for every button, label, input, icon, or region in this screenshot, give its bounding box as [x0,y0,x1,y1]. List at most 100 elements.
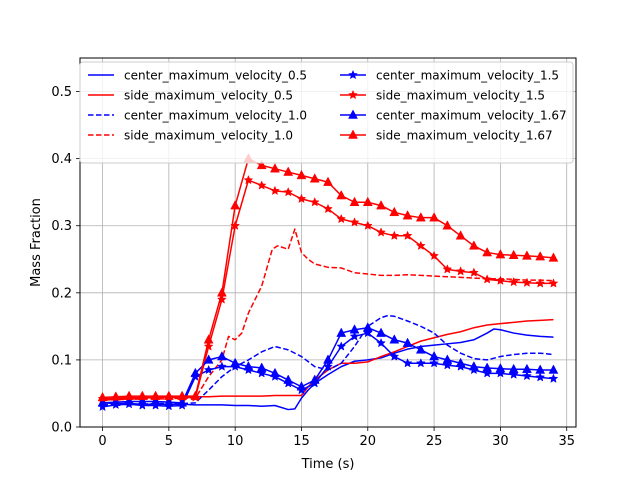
data-point [270,185,280,196]
legend-label: side_maximum_velocity_1.67 [376,129,553,143]
plot-frame [79,57,577,428]
data-point [203,354,214,364]
y-tick-label: 0.1 [51,353,72,368]
data-point [150,390,161,400]
data-point [256,159,267,170]
data-point [548,278,559,288]
data-point [376,200,386,210]
x-tick-label: 25 [426,434,443,449]
y-tick-label: 0.5 [51,85,72,100]
data-point [283,187,294,197]
data-point [163,390,174,400]
data-point [256,368,267,378]
data-point [349,217,360,227]
data-point [190,390,201,400]
data-point [402,358,413,368]
legend-label: center_maximum_velocity_1.0 [124,109,307,123]
data-point [336,190,347,200]
data-point [535,278,546,288]
legend-item: center_maximum_velocity_1.5 [340,69,559,83]
data-point [177,397,188,407]
data-point [455,230,466,240]
data-point [442,360,453,370]
series-side_maximum_velocity_1.0 [102,228,554,401]
data-point [323,176,333,186]
data-point [548,364,559,374]
data-point [124,390,134,400]
data-point [349,331,360,341]
legend-box [79,61,574,164]
data-point [455,266,466,276]
data-point [362,322,373,332]
x-tick-label: 15 [293,434,310,449]
data-point [270,367,280,378]
legend-item: side_maximum_velocity_0.5 [88,89,293,103]
data-point [283,166,294,176]
data-point [402,210,413,220]
data-point [402,230,413,240]
series-line [102,228,554,401]
data-point [415,358,426,368]
data-point [442,264,453,274]
series-side_maximum_velocity_1.67 [97,153,559,402]
data-point [336,327,347,337]
data-point [362,327,373,338]
x-axis-label: Time (s) [301,457,355,472]
legend-marker [348,69,358,80]
legend-label: center_maximum_velocity_1.67 [376,109,567,123]
data-point [376,227,386,237]
data-point [482,274,493,284]
data-point [402,337,413,347]
data-point [336,213,347,224]
legend-label: side_maximum_velocity_1.5 [376,89,545,103]
data-point [522,250,532,260]
data-point [455,357,466,368]
legend-label: center_maximum_velocity_1.5 [376,69,559,83]
data-point [323,203,333,214]
data-point [256,180,267,190]
data-point [535,372,546,382]
data-point [508,363,519,374]
data-point [522,277,532,287]
data-point [429,250,440,261]
data-point [190,367,201,378]
data-point [137,390,148,400]
data-point [522,370,532,381]
data-point [309,374,320,384]
data-point [415,240,426,251]
data-point [548,252,559,262]
legend-marker [348,109,358,119]
data-point [309,173,320,183]
data-point [230,357,241,368]
x-tick-label: 0 [98,434,106,449]
data-point [203,364,214,375]
data-point [309,197,320,207]
data-point [137,395,148,406]
legend-item: center_maximum_velocity_1.67 [340,109,567,123]
plot-series [97,153,559,412]
data-point [216,351,227,361]
legend-label: side_maximum_velocity_1.0 [124,129,293,143]
data-point [429,358,440,368]
data-point [548,373,559,383]
data-point [468,240,479,250]
data-point [482,247,493,257]
data-point [468,267,479,277]
x-tick-label: 10 [227,434,244,449]
data-point [150,395,161,406]
data-point [389,334,400,344]
data-point [296,169,307,180]
y-axis-label: Mass Fraction [29,198,44,287]
x-tick-label: 30 [492,434,509,449]
data-point [495,249,506,259]
legend-item: center_maximum_velocity_0.5 [88,69,307,83]
x-tick-label: 5 [165,434,173,449]
data-point [296,193,307,204]
legend-label: side_maximum_velocity_0.5 [124,89,293,103]
data-point [495,275,506,285]
legend-label: center_maximum_velocity_0.5 [124,69,307,83]
data-point [216,361,227,371]
legend-marker [348,129,358,139]
data-point [124,395,134,406]
